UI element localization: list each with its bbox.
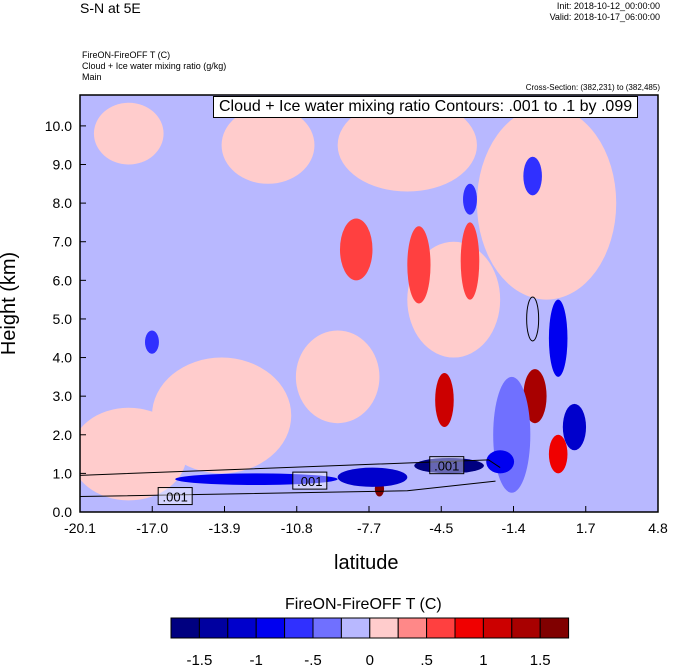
temperature-anomaly-region	[476, 106, 617, 300]
contour-label-box	[429, 456, 465, 475]
temperature-anomaly-region	[562, 403, 587, 451]
temperature-anomaly-region	[486, 450, 515, 474]
temperature-anomaly-region	[463, 183, 477, 215]
x-tick-label: -10.8	[281, 520, 313, 536]
init-time: Init: 2018-10-12_00:00:00	[556, 1, 660, 11]
y-tick-label: 7.0	[53, 234, 73, 250]
cross-section-label: Cross-Section: (382,231) to (382,485)	[525, 83, 660, 92]
temperature-anomaly-region	[460, 222, 480, 300]
colorbar-swatch	[227, 617, 257, 639]
colorbar-label: 1.5	[530, 652, 551, 668]
y-tick-label: 8.0	[53, 195, 73, 211]
colorbar-swatch	[284, 617, 314, 639]
temperature-anomaly-region	[295, 330, 380, 424]
temperature-anomaly-region	[548, 299, 568, 377]
colorbar-swatch	[482, 617, 513, 639]
colorbar-swatch	[539, 617, 570, 639]
colorbar-label: .5	[420, 652, 433, 668]
contour-fill-group	[80, 95, 658, 512]
cloud-contour-line	[526, 296, 540, 342]
temperature-anomaly-region	[337, 467, 408, 487]
temperature-anomaly-region	[93, 102, 164, 165]
contour-label-box	[292, 471, 328, 490]
colorbar-label: 0	[366, 652, 374, 668]
colorbar-swatch	[170, 617, 200, 639]
temperature-anomaly-region	[144, 330, 159, 354]
x-tick-label: -1.4	[501, 520, 525, 536]
colorbar-swatch	[426, 617, 456, 639]
colorbar-label: 1	[479, 652, 487, 668]
x-tick-label: -7.7	[357, 520, 381, 536]
y-tick-label: 4.0	[53, 350, 73, 366]
x-tick-label: 1.7	[576, 520, 596, 536]
contour-label: .001	[163, 490, 188, 505]
y-tick-label: 3.0	[53, 388, 73, 404]
colorbar-label: -1	[250, 652, 263, 668]
colorbar-title: FireON-FireOFF T (C)	[285, 596, 442, 613]
contour-label-box	[157, 487, 193, 506]
valid-time: Valid: 2018-10-17_06:00:00	[549, 12, 660, 22]
y-tick-label: 2.0	[53, 427, 73, 443]
temperature-anomaly-region	[523, 369, 547, 424]
temperature-anomaly-region	[339, 218, 373, 281]
colorbar-swatch	[369, 617, 399, 639]
y-tick-label: 9.0	[53, 157, 73, 173]
y-tick-label: 6.0	[53, 272, 73, 288]
temperature-anomaly-region	[435, 373, 454, 428]
temperature-anomaly-region	[548, 434, 568, 474]
colorbar-swatch	[397, 617, 428, 639]
run-label: Main	[82, 72, 102, 82]
field-label: FireON-FireOFF T (C)	[82, 50, 171, 60]
y-tick-label: 10.0	[45, 118, 72, 134]
y-axis-label: Height (km)	[0, 251, 21, 356]
contour-label: .001	[434, 459, 459, 474]
colorbar-swatch	[312, 617, 342, 639]
temperature-anomaly-region	[337, 98, 477, 192]
temperature-anomaly-region	[175, 473, 338, 485]
y-tick-label: 1.0	[53, 465, 73, 481]
x-tick-label: 4.8	[648, 520, 668, 536]
colorbar-swatch	[511, 617, 541, 639]
y-tick-label: 0.0	[53, 504, 73, 520]
temperature-anomaly-region	[151, 357, 292, 474]
colorbar-label: -1.5	[186, 652, 212, 668]
x-tick-label: -4.5	[429, 520, 453, 536]
temperature-anomaly-region	[523, 156, 542, 196]
contour-info-box: Cloud + Ice water mixing ratio Contours:…	[213, 96, 639, 118]
colorbar-swatch	[255, 617, 286, 639]
contour-field-label: Cloud + Ice water mixing ratio (g/kg)	[82, 61, 227, 71]
colorbar-label: -.5	[304, 652, 322, 668]
x-tick-label: -20.1	[64, 520, 96, 536]
x-tick-label: -13.9	[209, 520, 241, 536]
temperature-anomaly-region	[407, 226, 431, 304]
x-axis-label: latitude	[334, 552, 399, 574]
x-tick-label: -17.0	[136, 520, 168, 536]
cloud-contour-line	[80, 459, 501, 476]
colorbar-swatch	[454, 617, 484, 639]
contour-label: .001	[297, 474, 322, 489]
temperature-anomaly-region	[493, 376, 531, 493]
y-tick-label: 5.0	[53, 311, 73, 327]
colorbar-swatch	[198, 617, 229, 639]
plot-title: S-N at 5E	[80, 0, 141, 16]
colorbar-swatch	[340, 617, 371, 639]
cloud-contour-line	[80, 480, 496, 498]
temperature-anomaly-region	[221, 106, 315, 184]
